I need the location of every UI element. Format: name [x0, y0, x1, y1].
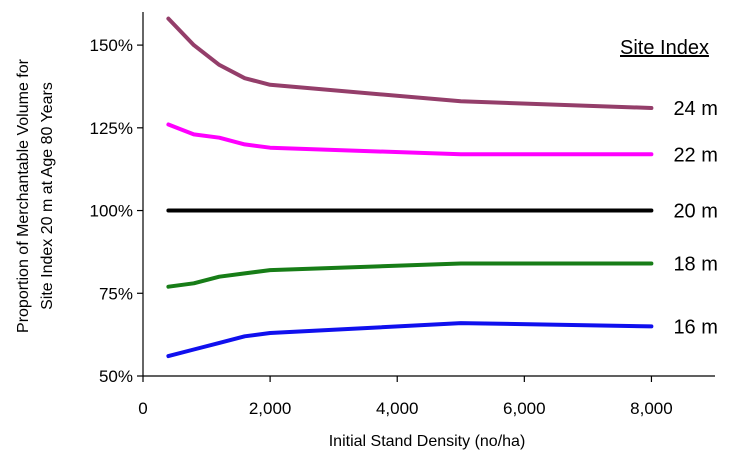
x-tick-label: 0 — [138, 399, 147, 418]
series-label: 20 m — [673, 201, 717, 223]
y-tick-label: 100% — [90, 202, 133, 221]
series-label: 18 m — [673, 253, 717, 275]
y-tick-label: 75% — [99, 284, 133, 303]
series-line — [166, 261, 654, 289]
x-axis-title: Initial Stand Density (no/ha) — [329, 433, 526, 450]
series-label: 24 m — [673, 98, 717, 120]
series-lines — [166, 16, 654, 359]
y-axis-title-line-1: Proportion of Merchantable Volume for — [15, 58, 32, 333]
x-tick-label: 6,000 — [503, 399, 546, 418]
legend-title: Site Index — [620, 37, 709, 59]
y-tick-label: 50% — [99, 367, 133, 386]
y-tick-label: 125% — [90, 119, 133, 138]
series-line — [166, 16, 654, 110]
series-label: 22 m — [673, 144, 717, 166]
series-labels: 24 m 22 m 20 m 18 m 16 m — [673, 98, 717, 338]
y-axis-title-line-2: Site Index 20 m at Age 80 Years — [39, 82, 56, 310]
x-tick-label: 8,000 — [630, 399, 673, 418]
y-ticks: 50% 75% 100% 125% 150% — [90, 36, 143, 386]
x-tick-label: 4,000 — [376, 399, 419, 418]
x-tick-label: 2,000 — [249, 399, 292, 418]
series-line — [166, 122, 654, 157]
x-ticks: 0 2,000 4,000 6,000 8,000 — [138, 376, 673, 418]
y-tick-label: 150% — [90, 36, 133, 55]
series-label: 16 m — [673, 316, 717, 338]
axes — [142, 12, 715, 377]
series-line — [166, 321, 654, 359]
